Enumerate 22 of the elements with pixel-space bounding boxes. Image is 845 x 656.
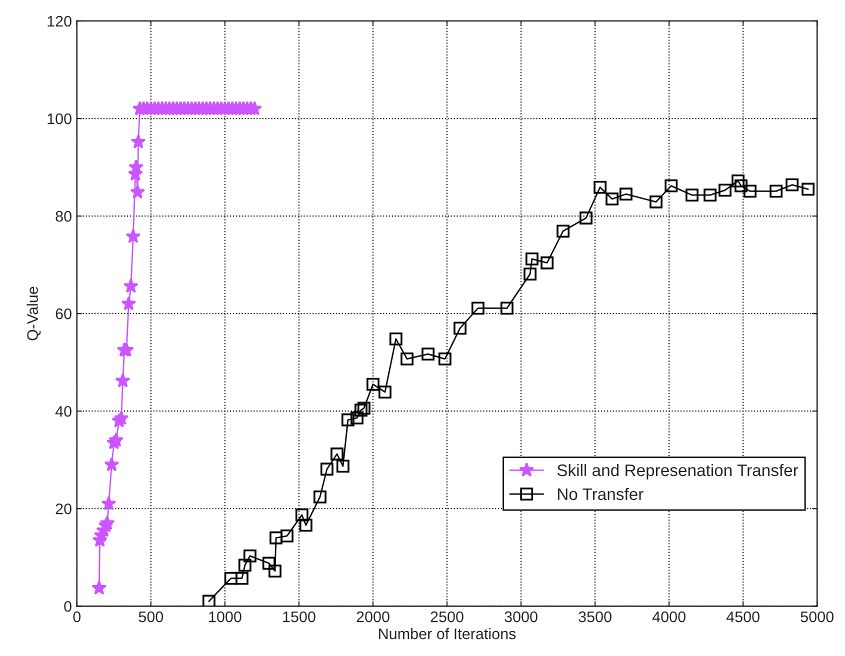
x-tick-label: 500: [138, 611, 164, 622]
y-axis-title: Q-Value: [26, 286, 41, 340]
legend-label: Skill and Represenation Transfer: [557, 464, 798, 480]
x-axis-title: Number of Iterations: [379, 628, 516, 640]
x-tick-label: 4000: [652, 611, 686, 622]
legend-label: No Transfer: [558, 488, 644, 500]
x-tick-label: 2000: [356, 611, 390, 622]
x-tick-label: 0: [73, 611, 81, 622]
y-tick-label: 100: [48, 113, 72, 124]
y-tick-label: 120: [48, 16, 72, 27]
x-tick-label: 1500: [283, 611, 316, 622]
x-tick-label: 3000: [504, 611, 538, 622]
x-tick-label: 1000: [209, 611, 242, 622]
y-tick-label: 80: [56, 210, 72, 222]
y-tick-label: 40: [55, 406, 72, 417]
y-tick-label: 20: [56, 503, 72, 514]
x-tick-label: 4500: [726, 611, 760, 622]
y-tick-label: 60: [56, 308, 72, 320]
y-tick-label: 0: [64, 601, 72, 612]
x-tick-label: 2500: [430, 611, 464, 622]
x-tick-label: 3500: [578, 611, 612, 622]
x-tick-label: 5000: [800, 611, 834, 622]
